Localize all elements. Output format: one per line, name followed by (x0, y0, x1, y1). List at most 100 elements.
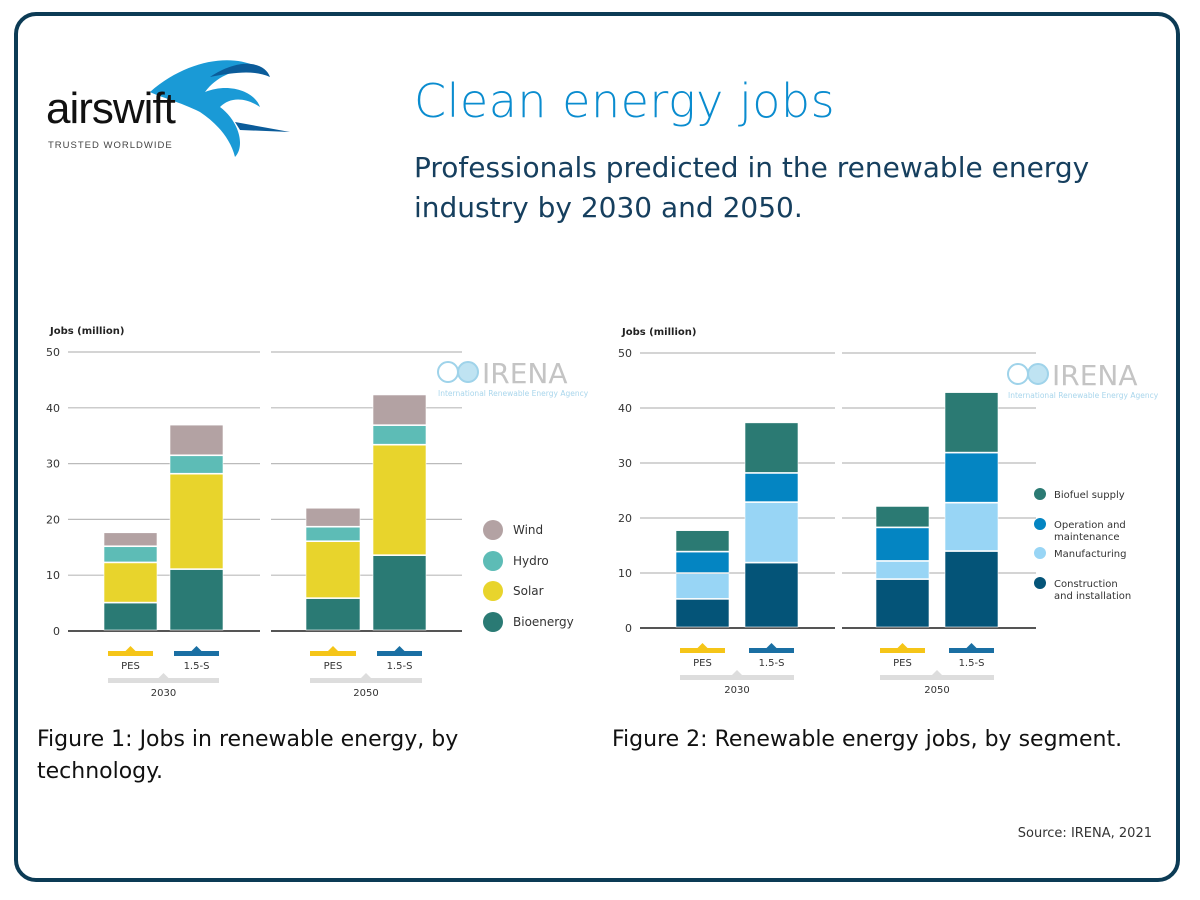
bar-segment-wind (103, 532, 158, 547)
y-tick-label: 40 (618, 402, 632, 415)
scenario-label: PES (324, 661, 343, 672)
group-bracket-notch (361, 673, 371, 678)
legend-label: Solar (513, 584, 544, 598)
bar-segment-operation-and-maintenance (875, 527, 930, 561)
scenario-marker-notch (394, 646, 405, 651)
legend-label: Wind (513, 523, 543, 537)
bar-segment-operation-and-maintenance (944, 452, 999, 503)
bar-segment-hydro (103, 546, 158, 563)
group-label: 2030 (724, 685, 749, 696)
y-tick-label: 0 (625, 622, 632, 635)
y-tick-label: 40 (46, 402, 60, 415)
legend-swatch-sun-icon (483, 581, 503, 601)
bar-segment-manufacturing (744, 502, 799, 563)
scenario-marker (174, 651, 219, 656)
legend-swatch-dot-icon (1034, 577, 1046, 589)
bar-segment-hydro (305, 526, 361, 542)
y-axis-label: Jobs (million) (621, 327, 696, 338)
bar-segment-construction-and-installation (944, 551, 999, 628)
scenario-label: PES (893, 658, 912, 669)
y-tick-label: 50 (46, 346, 60, 359)
y-tick-label: 20 (46, 513, 60, 526)
globe-icon (1027, 363, 1049, 385)
bar-segment-manufacturing (875, 561, 930, 579)
y-tick-label: 0 (53, 625, 60, 638)
scenario-marker (108, 651, 153, 656)
legend-swatch-wind-turbine-icon (483, 520, 503, 540)
legend-label: Bioenergy (513, 615, 574, 629)
bar-segment-solar (103, 562, 158, 603)
bar-segment-biofuel-supply (875, 506, 930, 528)
bar-segment-operation-and-maintenance (744, 473, 799, 502)
group-bracket (310, 678, 422, 683)
scenario-marker-notch (766, 643, 777, 648)
legend-swatch-leaf-icon (483, 612, 503, 632)
bar-segment-wind (372, 394, 427, 425)
legend-label: Hydro (513, 554, 549, 568)
scenario-marker (949, 648, 994, 653)
y-tick-label: 10 (618, 567, 632, 580)
group-bracket-notch (932, 670, 942, 675)
slide-frame (14, 12, 1180, 882)
chart-jobs-by-segment: Jobs (million)01020304050IRENAInternatio… (618, 327, 1159, 696)
scenario-label: 1.5-S (759, 658, 785, 669)
legend-swatch-droplet-icon (483, 551, 503, 571)
y-axis-label: Jobs (million) (49, 326, 124, 337)
bar-segment-biofuel-supply (675, 530, 730, 552)
swift-bird-icon (150, 60, 290, 157)
legend-swatch-dot-icon (1034, 518, 1046, 530)
scenario-label: PES (121, 661, 140, 672)
bar-segment-bioenergy (305, 598, 361, 631)
page-subtitle: Professionals predicted in the renewable… (414, 151, 1090, 224)
bar-segment-bioenergy (103, 602, 158, 631)
bar-segment-construction-and-installation (744, 562, 799, 628)
globe-icon (457, 361, 479, 383)
page-title: Clean energy jobs (414, 74, 836, 128)
bar-segment-wind (169, 424, 224, 456)
bar-segment-wind (305, 507, 361, 527)
legend-label: Manufacturing (1054, 549, 1126, 560)
watermark-name: IRENA (482, 357, 568, 390)
airswift-logo: airswift TRUSTED WORLDWIDE (40, 52, 300, 162)
scenario-marker-notch (191, 646, 202, 651)
group-bracket (680, 675, 794, 680)
legend-label: Biofuel supply (1054, 490, 1125, 501)
group-bracket (108, 678, 219, 683)
scenario-marker (680, 648, 725, 653)
group-bracket-notch (732, 670, 742, 675)
bar-segment-construction-and-installation (675, 599, 730, 628)
bar-segment-hydro (169, 455, 224, 474)
watermark-subtitle: International Renewable Energy Agency (1008, 391, 1159, 400)
scenario-marker (377, 651, 422, 656)
legend-swatch-dot-icon (1034, 547, 1046, 559)
figure-1-caption: Figure 1: Jobs in renewable energy, by t… (37, 727, 459, 784)
scenario-marker (880, 648, 925, 653)
y-tick-label: 50 (618, 347, 632, 360)
bar-segment-solar (169, 473, 224, 569)
scenario-marker (749, 648, 794, 653)
logo-wordmark: airswift (46, 84, 176, 133)
bar-segment-bioenergy (169, 569, 224, 631)
bar-segment-operation-and-maintenance (675, 551, 730, 573)
group-bracket-notch (158, 673, 169, 678)
group-bracket (880, 675, 994, 680)
legend-label: and installation (1054, 591, 1131, 602)
bar-segment-biofuel-supply (744, 422, 799, 473)
scenario-label: 1.5-S (387, 661, 413, 672)
scenario-marker-notch (697, 643, 708, 648)
globe-icon (437, 361, 459, 383)
bar-segment-manufacturing (944, 502, 999, 551)
figure-2-caption: Figure 2: Renewable energy jobs, by segm… (612, 727, 1123, 752)
scenario-marker-notch (966, 643, 977, 648)
bar-segment-solar (305, 541, 361, 598)
watermark-subtitle: International Renewable Energy Agency (438, 389, 589, 398)
group-label: 2050 (353, 688, 378, 699)
logo-tagline: TRUSTED WORLDWIDE (48, 140, 173, 151)
legend-label: maintenance (1054, 532, 1120, 543)
scenario-marker-notch (897, 643, 908, 648)
bar-segment-hydro (372, 425, 427, 445)
chart-jobs-by-technology: Jobs (million)01020304050IRENAInternatio… (46, 326, 589, 699)
watermark-name: IRENA (1052, 359, 1138, 392)
